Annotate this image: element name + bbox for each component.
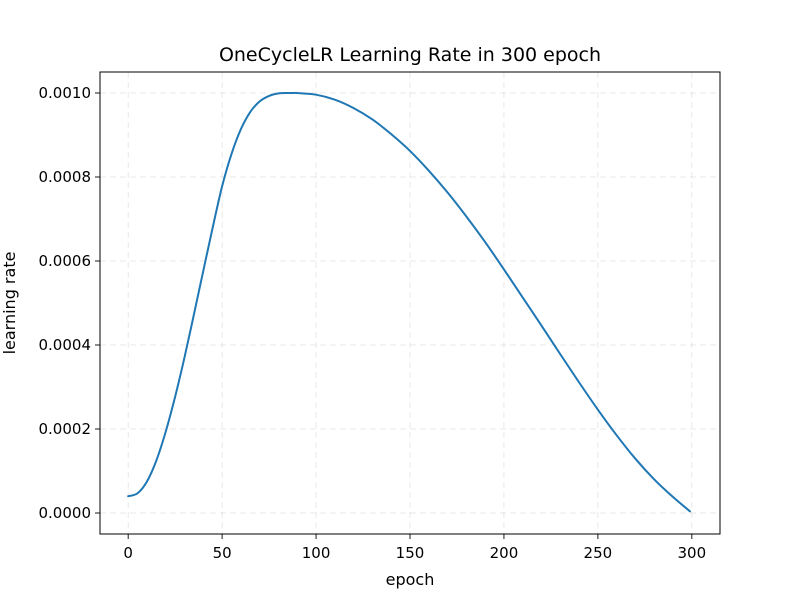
x-tick-label: 250	[584, 544, 613, 562]
x-tick-label: 50	[213, 544, 232, 562]
y-axis-label: learning rate	[0, 252, 19, 355]
x-axis-label: epoch	[386, 570, 435, 589]
y-tick-label: 0.0000	[39, 504, 92, 522]
y-tick-label: 0.0008	[39, 168, 92, 186]
x-tick-label: 300	[677, 544, 706, 562]
x-tick-label: 150	[396, 544, 425, 562]
y-tick-label: 0.0006	[39, 252, 92, 270]
x-tick-label: 100	[302, 544, 331, 562]
x-tick-label: 200	[490, 544, 519, 562]
y-tick-label: 0.0002	[39, 420, 92, 438]
tick-layer: 0 50 100 150 200 250 300 0.0000 0.0002 0.0004 0.00…	[39, 84, 707, 562]
learning-rate-line	[127, 91, 691, 513]
chart-title: OneCycleLR Learning Rate in 300 epoch	[219, 44, 601, 66]
series-layer	[127, 91, 691, 513]
x-tick-label: 0	[123, 544, 133, 562]
y-tick-label: 0.0010	[39, 84, 92, 102]
y-tick-label: 0.0004	[39, 336, 92, 354]
grid-layer	[100, 72, 720, 534]
